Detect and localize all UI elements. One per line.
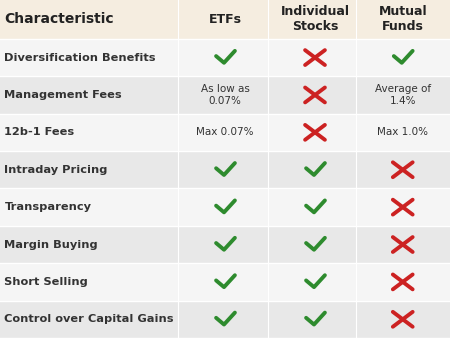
Text: Mutual
Funds: Mutual Funds <box>378 5 427 33</box>
Text: Management Fees: Management Fees <box>4 90 122 100</box>
Text: As low as
0.07%: As low as 0.07% <box>201 84 249 106</box>
FancyBboxPatch shape <box>0 76 450 114</box>
Text: Short Selling: Short Selling <box>4 277 88 287</box>
FancyBboxPatch shape <box>0 263 450 300</box>
Text: Average of
1.4%: Average of 1.4% <box>375 84 431 106</box>
FancyBboxPatch shape <box>0 189 450 226</box>
Text: Max 0.07%: Max 0.07% <box>196 127 254 137</box>
Text: Control over Capital Gains: Control over Capital Gains <box>4 314 174 324</box>
FancyBboxPatch shape <box>0 300 450 338</box>
Text: Individual
Stocks: Individual Stocks <box>280 5 350 33</box>
Text: Margin Buying: Margin Buying <box>4 240 98 249</box>
FancyBboxPatch shape <box>0 114 450 151</box>
FancyBboxPatch shape <box>0 0 450 39</box>
Text: ETFs: ETFs <box>208 13 242 26</box>
FancyBboxPatch shape <box>0 151 450 189</box>
Text: Max 1.0%: Max 1.0% <box>377 127 428 137</box>
Text: Intraday Pricing: Intraday Pricing <box>4 165 108 175</box>
Text: Transparency: Transparency <box>4 202 91 212</box>
Text: Characteristic: Characteristic <box>4 13 114 26</box>
FancyBboxPatch shape <box>0 39 450 76</box>
FancyBboxPatch shape <box>0 226 450 263</box>
Text: Diversification Benefits: Diversification Benefits <box>4 53 156 63</box>
Text: 12b-1 Fees: 12b-1 Fees <box>4 127 75 137</box>
